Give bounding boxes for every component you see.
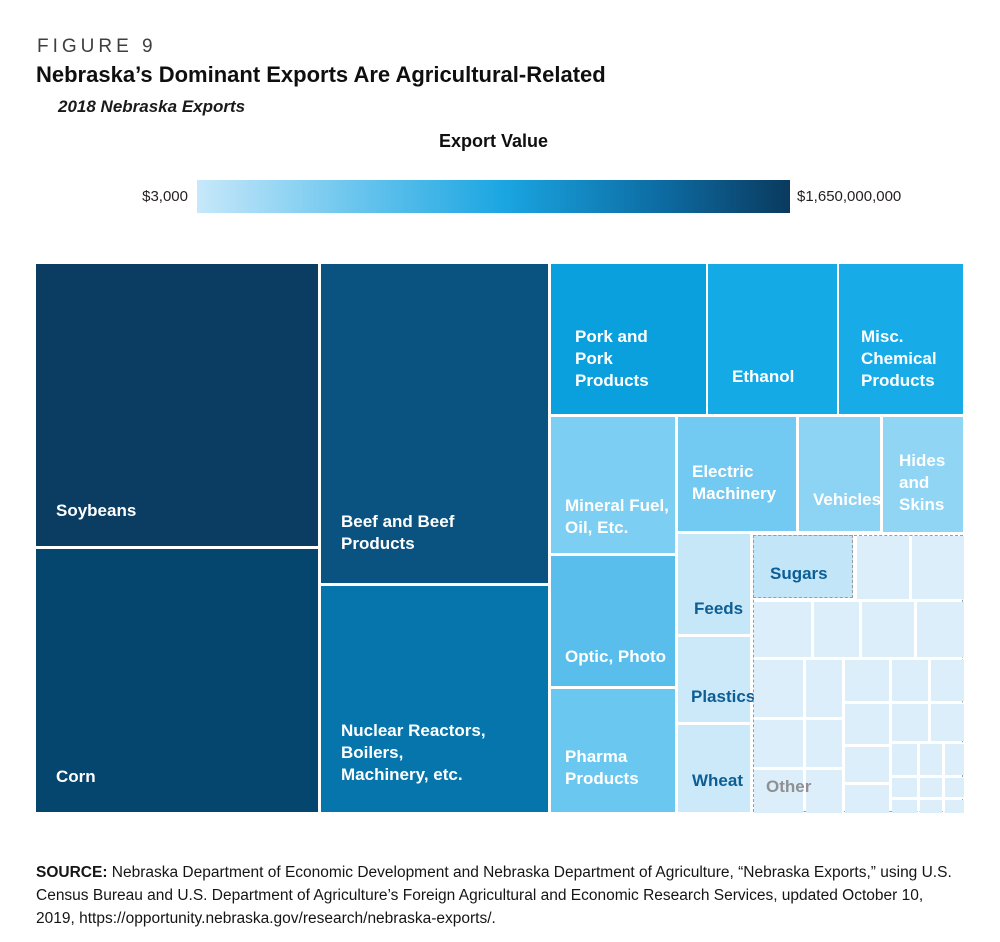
- treemap-other-cell: [845, 704, 889, 744]
- treemap-other-cell: [892, 660, 928, 701]
- treemap-other-cell: [806, 720, 842, 767]
- treemap-other-cell: [931, 704, 964, 741]
- treemap-cell-vehicles: Vehicles: [799, 417, 881, 531]
- treemap-cell-label: Vehicles: [813, 489, 882, 509]
- treemap-cell-label: Soybeans: [56, 500, 137, 520]
- treemap-cell-electric-machinery: Electric Machinery: [678, 417, 796, 531]
- treemap-other-cell: [912, 536, 964, 599]
- treemap-cell-pork-and-pork-products: Pork and Pork Products: [551, 264, 706, 414]
- treemap-other-cell: [845, 785, 889, 813]
- treemap-other-cell: [892, 704, 928, 741]
- treemap-cell-label: Optic, Photo: [565, 646, 667, 666]
- treemap-other-cell: [806, 770, 842, 813]
- treemap-cell-misc-chemical-products: Misc. Chemical Products: [839, 264, 963, 414]
- treemap-cell-plastics: Plastics: [678, 637, 755, 722]
- treemap-other-cell: [862, 602, 914, 657]
- treemap: Soybeans Corn Beef and Beef Products Nuclea…: [36, 264, 964, 813]
- treemap-cell-label: Feeds: [694, 598, 744, 618]
- treemap-cell-label: Pork and Pork Products: [575, 326, 649, 390]
- treemap-other-cell: [917, 602, 964, 657]
- legend-min-label: $3,000: [142, 188, 188, 205]
- treemap-cell-mineral-fuel-oil-etc: Mineral Fuel, Oil, Etc.: [551, 417, 675, 553]
- treemap-cell-label: Electric Machinery: [692, 461, 777, 503]
- treemap-cell-label: Misc. Chemical Products: [861, 326, 937, 390]
- source-label: SOURCE:: [36, 863, 108, 881]
- treemap-other-cell: [754, 720, 803, 767]
- treemap-cell-label: Pharma Products: [565, 746, 639, 788]
- treemap-cell-label: Hides and Skins: [899, 450, 946, 514]
- treemap-cell-nuclear-reactors-boilers-machinery: Nuclear Reactors, Boilers, Machinery, et…: [321, 586, 548, 812]
- treemap-other-cell: [920, 778, 942, 797]
- treemap-other-cell: [892, 744, 917, 775]
- treemap-cell-label: Nuclear Reactors, Boilers, Machinery, et…: [341, 720, 486, 784]
- treemap-other-cell: [892, 778, 917, 797]
- treemap-other-cell: [754, 770, 803, 813]
- source-text: Nebraska Department of Economic Developm…: [36, 863, 952, 928]
- treemap-other-cell: [754, 602, 811, 657]
- treemap-other-cell: [806, 660, 842, 717]
- treemap-other-cell: [845, 660, 889, 701]
- treemap-cell-pharma-products: Pharma Products: [551, 689, 675, 812]
- treemap-cell-soybeans: Soybeans: [36, 264, 318, 546]
- treemap-other-cell: [920, 744, 942, 775]
- treemap-cell-label: Beef and Beef Products: [341, 511, 455, 553]
- treemap-cell-hides-and-skins: Hides and Skins: [883, 417, 963, 532]
- treemap-group-other: Other: [753, 535, 964, 813]
- legend-title: Export Value: [438, 131, 549, 151]
- treemap-cell-sugars: Sugars: [753, 535, 853, 598]
- treemap-cell-label: Ethanol: [732, 366, 795, 386]
- treemap-other-cell: [945, 778, 964, 797]
- treemap-cell-beef-and-beef-products: Beef and Beef Products: [321, 264, 548, 583]
- treemap-cell-label: Corn: [56, 766, 96, 786]
- legend-max-label: $1,650,000,000: [797, 188, 902, 205]
- treemap-other-cell: [945, 800, 964, 813]
- treemap-cell-feeds: Feeds: [678, 534, 750, 634]
- treemap-cell-label: Wheat: [692, 770, 743, 790]
- treemap-other-cell: [857, 536, 909, 599]
- treemap-other-cell: [931, 660, 964, 701]
- figure-subtitle: 2018 Nebraska Exports: [58, 97, 246, 116]
- treemap-other-cell: [845, 747, 889, 782]
- treemap-cell-label-other: Other: [766, 777, 812, 796]
- source-note: SOURCE: Nebraska Department of Economic …: [36, 861, 962, 931]
- color-scale-legend: $3,000 $1,650,000,000: [0, 180, 1000, 213]
- treemap-cell-optic-photo: Optic, Photo: [551, 556, 675, 686]
- treemap-cell-label: Mineral Fuel, Oil, Etc.: [565, 495, 669, 537]
- figure-title: Nebraska’s Dominant Exports Are Agricult…: [36, 62, 606, 87]
- treemap-other-cell: [920, 800, 942, 813]
- treemap-other-cell: [814, 602, 859, 657]
- treemap-cell-wheat: Wheat: [678, 725, 750, 812]
- treemap-cell-label: Plastics: [691, 686, 756, 706]
- treemap-cell-label: Sugars: [770, 563, 828, 583]
- figure-number: FIGURE 9: [37, 36, 157, 57]
- legend-gradient-bar: [197, 180, 790, 213]
- treemap-other-cell: [892, 800, 917, 813]
- treemap-cell-corn: Corn: [36, 549, 318, 812]
- treemap-other-cell: [754, 660, 803, 717]
- treemap-cell-ethanol: Ethanol: [708, 264, 837, 414]
- treemap-other-cell: [945, 744, 964, 775]
